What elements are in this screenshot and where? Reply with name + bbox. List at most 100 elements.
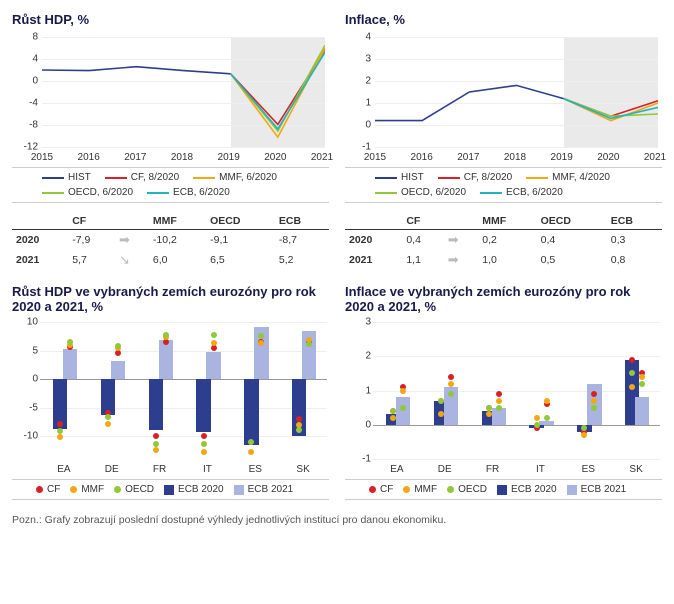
y-tick-label: -12: [12, 142, 38, 153]
forecast-dot: [544, 415, 550, 421]
y-tick-label: 3: [345, 317, 371, 328]
category-label: EA: [390, 464, 403, 475]
x-tick-label: 2021: [644, 152, 666, 163]
chart-legend: CFMMFOECDECB 2020ECB 2021: [12, 479, 329, 500]
series-line: [375, 85, 564, 120]
series-line: [231, 52, 325, 128]
forecast-dot: [306, 341, 312, 347]
forecast-dot: [258, 340, 264, 346]
x-tick-label: 2017: [457, 152, 479, 163]
forecast-dot: [438, 398, 444, 404]
y-tick-label: 4: [12, 54, 38, 65]
bar: [196, 379, 210, 432]
forecast-dot: [296, 427, 302, 433]
x-tick-label: 2015: [31, 152, 53, 163]
forecast-dot: [211, 332, 217, 338]
chart-legend: HISTCF, 8/2020MMF, 6/2020OECD, 6/2020ECB…: [12, 167, 329, 203]
forecast-dot: [390, 408, 396, 414]
legend-item: HIST: [42, 172, 91, 183]
y-tick-label: 2: [345, 351, 371, 362]
series-line: [564, 99, 658, 117]
forecast-dot: [57, 428, 63, 434]
y-tick-label: 0: [345, 120, 371, 131]
forecast-dot: [211, 340, 217, 346]
forecast-dot: [639, 381, 645, 387]
x-tick-label: 2018: [504, 152, 526, 163]
x-tick-label: 2019: [218, 152, 240, 163]
forecast-dot: [153, 433, 159, 439]
forecast-dot: [248, 439, 254, 445]
y-tick-label: -8: [12, 120, 38, 131]
chart-legend: HISTCF, 8/2020MMF, 4/2020OECD, 6/2020ECB…: [345, 167, 662, 203]
trend-arrow-icon: ➡: [115, 230, 149, 251]
forecast-dot: [448, 391, 454, 397]
forecast-dot: [486, 411, 492, 417]
y-tick-label: 5: [12, 345, 38, 356]
chart-title: Růst HDP, %: [12, 12, 329, 27]
forecast-dot: [115, 343, 121, 349]
legend-item: ECB, 6/2020: [147, 187, 230, 198]
forecast-dot: [496, 398, 502, 404]
legend-item: CF, 8/2020: [438, 172, 512, 183]
series-line: [564, 99, 658, 117]
category-label: IT: [203, 464, 212, 475]
category-label: FR: [486, 464, 499, 475]
series-line: [42, 67, 231, 74]
y-tick-label: -4: [12, 98, 38, 109]
line-chart: -1012342015201620172018201920202021: [345, 33, 662, 163]
forecast-dot: [496, 405, 502, 411]
y-tick-label: 0: [12, 76, 38, 87]
bar: [635, 397, 649, 424]
y-tick-label: -1: [345, 454, 371, 465]
legend-item: ECB 2021: [567, 484, 627, 495]
category-label: DE: [438, 464, 452, 475]
legend-item: ECB 2021: [234, 484, 294, 495]
forecast-dot: [591, 391, 597, 397]
forecast-dot: [153, 447, 159, 453]
bar: [63, 349, 77, 379]
category-label: SK: [296, 464, 309, 475]
legend-item: OECD: [447, 484, 487, 495]
forecast-dot: [248, 449, 254, 455]
forecast-dot: [115, 350, 121, 356]
category-label: IT: [536, 464, 545, 475]
trend-arrow-icon: ↘: [115, 250, 149, 270]
chart-legend: CFMMFOECDECB 2020ECB 2021: [345, 479, 662, 500]
legend-item: ECB, 6/2020: [480, 187, 563, 198]
category-label: ES: [249, 464, 262, 475]
line-chart: -12-8-40482015201620172018201920202021: [12, 33, 329, 163]
x-tick-label: 2015: [364, 152, 386, 163]
series-line: [231, 50, 325, 125]
legend-item: CF: [369, 484, 393, 495]
category-label: ES: [582, 464, 595, 475]
legend-item: MMF: [403, 484, 437, 495]
bar: [244, 379, 258, 445]
bar: [159, 340, 173, 379]
x-tick-label: 2020: [597, 152, 619, 163]
legend-item: ECB 2020: [164, 484, 224, 495]
bar: [396, 397, 410, 424]
legend-item: OECD: [114, 484, 154, 495]
forecast-dot: [201, 433, 207, 439]
chart-title: Růst HDP ve vybraných zemích eurozóny pr…: [12, 284, 329, 314]
series-line: [564, 99, 658, 121]
forecast-dot: [400, 405, 406, 411]
forecast-dot: [258, 333, 264, 339]
forecast-dot: [496, 391, 502, 397]
forecast-table: CFMMFOECDECB2020-7,9➡-10,2-9,1-8,720215,…: [12, 213, 329, 270]
x-tick-label: 2016: [411, 152, 433, 163]
forecast-dot: [629, 357, 635, 363]
y-tick-label: -10: [12, 431, 38, 442]
y-tick-label: 1: [345, 98, 371, 109]
category-label: EA: [57, 464, 70, 475]
forecast-dot: [581, 425, 587, 431]
forecast-dot: [629, 370, 635, 376]
x-tick-label: 2016: [78, 152, 100, 163]
bar: [149, 379, 163, 430]
forecast-dot: [534, 415, 540, 421]
legend-item: CF: [36, 484, 60, 495]
trend-arrow-icon: ➡: [444, 230, 479, 251]
legend-item: CF, 8/2020: [105, 172, 179, 183]
x-tick-label: 2021: [311, 152, 333, 163]
x-tick-label: 2020: [264, 152, 286, 163]
